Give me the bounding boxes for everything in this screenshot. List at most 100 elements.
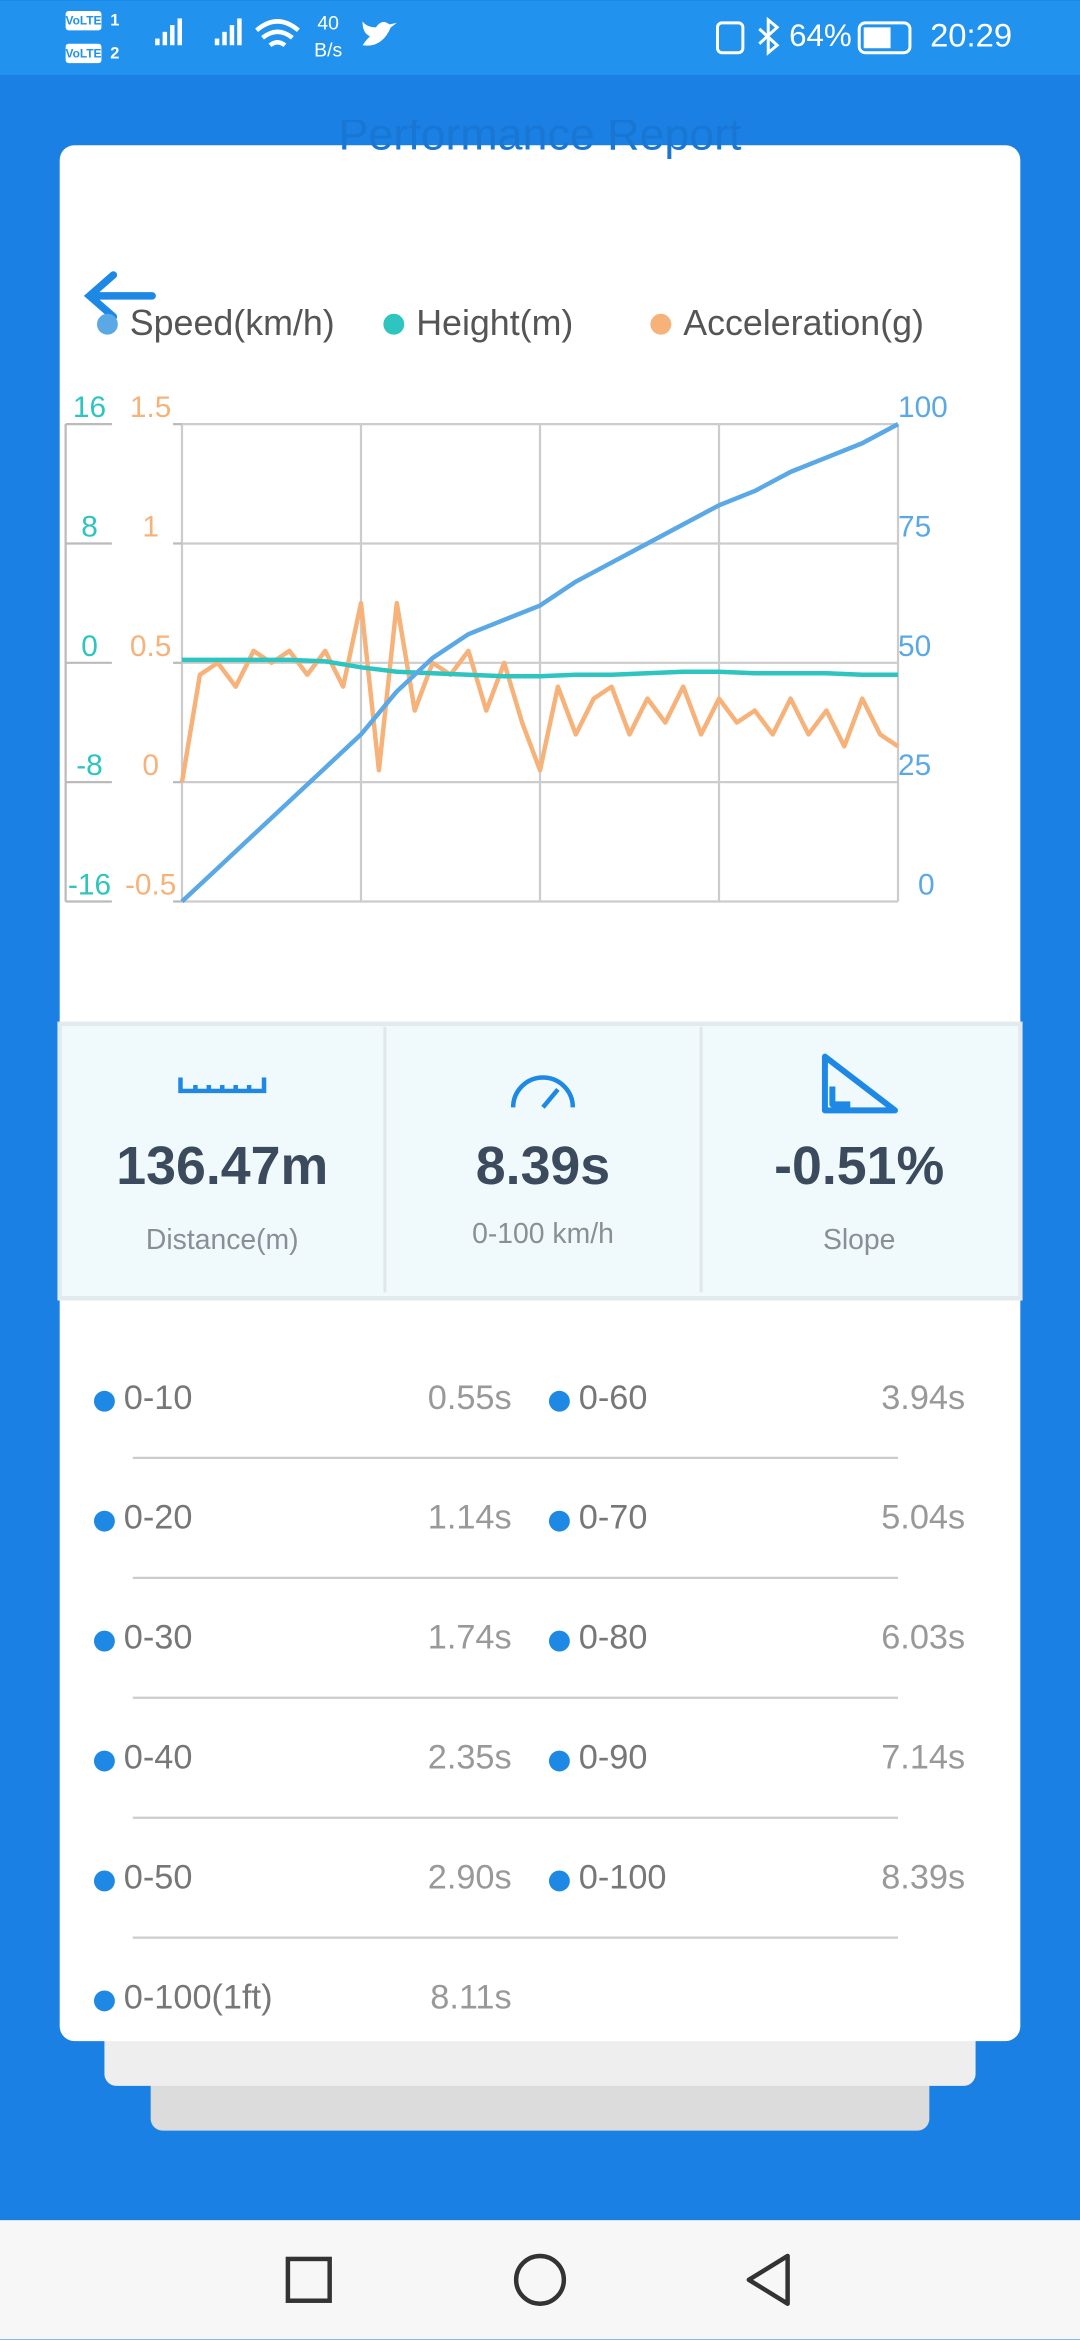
time-value: 1.14s [428, 1499, 512, 1537]
sim-badge-label: VoLTE [66, 46, 102, 60]
time-label: 0-80 [579, 1619, 648, 1657]
nav-bar [0, 2220, 1080, 2340]
y-tick-label: 8 [81, 510, 98, 543]
sim-number: 1 [110, 12, 119, 30]
time-value: 6.03s [881, 1619, 965, 1657]
time-dot [93, 1630, 115, 1652]
legend-swatch [383, 313, 405, 335]
time-label: 0-40 [124, 1739, 193, 1777]
net-unit: B/s [314, 39, 342, 61]
y2-tick-label: 25 [898, 749, 931, 782]
nav-home[interactable] [513, 2253, 567, 2306]
time-value: 7.14s [881, 1739, 965, 1777]
stat-value: 8.39s [476, 1136, 610, 1196]
time-label: 0-90 [579, 1739, 648, 1777]
battery-level [863, 27, 891, 49]
battery-icon [857, 21, 912, 55]
time-dot [93, 1990, 115, 2012]
y2-tick-label: 50 [898, 630, 931, 663]
legend-label: Speed(km/h) [130, 303, 335, 343]
stat-value: 136.47m [116, 1136, 328, 1196]
time-dot [548, 1870, 570, 1892]
y3-tick-label: 1.5 [130, 391, 171, 424]
twitter-icon [362, 21, 397, 46]
y-tick-label: 16 [73, 391, 106, 424]
sim-badge [65, 10, 102, 31]
clock: 20:29 [930, 16, 1012, 53]
time-dot [548, 1510, 570, 1532]
y3-tick-label: -0.5 [125, 868, 176, 901]
y-tick-label: 0 [81, 630, 98, 663]
legend-label: Height(m) [416, 303, 573, 343]
status-bar [0, 0, 1080, 76]
time-label: 0-70 [579, 1499, 648, 1537]
series-line [181, 657, 899, 679]
signal-bar [155, 38, 160, 46]
slope-icon [821, 1053, 899, 1114]
y2-tick-label: 100 [898, 391, 948, 424]
time-label: 0-100(1ft) [124, 1978, 273, 2016]
time-dot [548, 1750, 570, 1772]
signal-bar [214, 38, 220, 46]
y2-tick-label: 75 [898, 510, 931, 543]
sim-badge [65, 43, 102, 64]
nfc-icon [716, 21, 745, 55]
y3-tick-label: 0 [142, 749, 159, 782]
signal-bar [222, 31, 227, 46]
time-label: 0-20 [124, 1499, 193, 1537]
signal-bar [162, 31, 168, 46]
time-dot [93, 1390, 115, 1412]
stat-label: Slope [823, 1224, 895, 1256]
battery-percent: 64% [789, 18, 852, 53]
legend-swatch [96, 313, 118, 335]
wifi-icon [255, 19, 300, 48]
stats-panel [57, 1021, 1023, 1301]
time-dot [93, 1870, 115, 1892]
time-label: 0-30 [124, 1619, 193, 1657]
time-label: 0-50 [124, 1859, 193, 1897]
time-dot [548, 1390, 570, 1412]
nav-recent[interactable] [285, 2256, 332, 2303]
sim-number: 2 [110, 45, 119, 63]
stat-label: Distance(m) [146, 1224, 299, 1256]
y2-tick-label: 0 [918, 868, 935, 901]
signal-bar [237, 18, 242, 46]
nav-back[interactable] [746, 2253, 790, 2306]
report-title: Performance Report [339, 110, 742, 160]
time-value: 8.39s [881, 1859, 965, 1897]
sim-badge-label: VoLTE [66, 14, 102, 28]
y3-tick-label: 1 [142, 510, 159, 543]
signal-bar [170, 25, 175, 46]
net-speed: 40 [317, 12, 339, 34]
bluetooth-icon [758, 16, 780, 56]
content: VoLTE 1 VoLTE 2 40 B/s 64% 20:29 Performance Rep… [57, 10, 1023, 2016]
gauge-icon [510, 1075, 576, 1109]
time-label: 0-100 [579, 1859, 667, 1897]
time-value: 3.94s [881, 1379, 965, 1417]
back-arrow[interactable] [83, 271, 156, 321]
signal-bar [177, 18, 182, 46]
time-value: 1.74s [428, 1619, 512, 1657]
time-value: 2.90s [428, 1859, 512, 1897]
series-line [180, 422, 900, 904]
y-tick-label: -16 [68, 868, 111, 901]
time-dot [93, 1750, 115, 1772]
time-dot [548, 1630, 570, 1652]
legend-label: Acceleration(g) [683, 303, 924, 343]
time-value: 0.55s [428, 1379, 512, 1417]
time-label: 0-10 [124, 1379, 193, 1417]
ruler-icon [178, 1077, 267, 1094]
time-label: 0-60 [579, 1379, 648, 1417]
stat-value: -0.51% [774, 1136, 944, 1196]
y-tick-label: -8 [76, 749, 103, 782]
legend-swatch [650, 313, 672, 335]
time-value: 8.11s [430, 1978, 511, 2016]
signal-bar [229, 25, 235, 46]
stat-label: 0-100 km/h [472, 1218, 614, 1250]
time-value: 2.35s [428, 1739, 512, 1777]
series-line [179, 600, 900, 783]
time-value: 5.04s [881, 1499, 965, 1537]
y3-tick-label: 0.5 [130, 630, 171, 663]
